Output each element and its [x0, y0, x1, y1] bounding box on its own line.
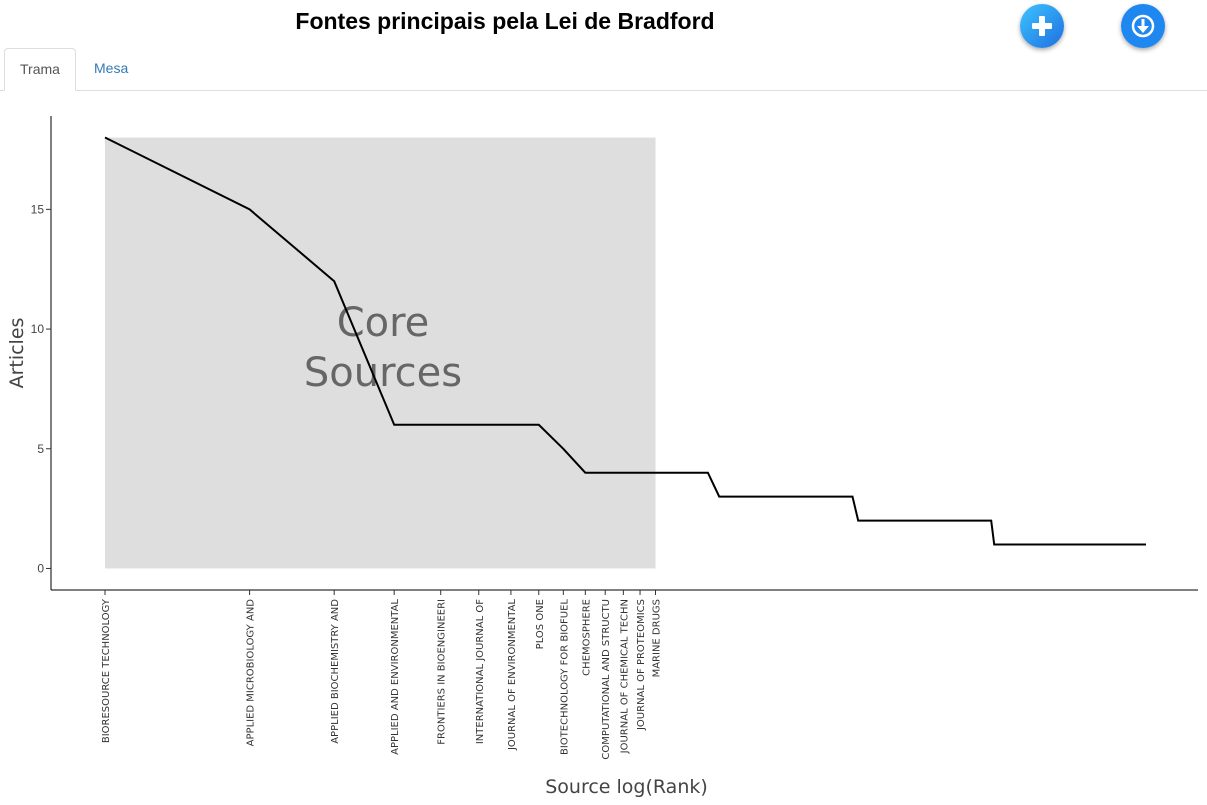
x-axis-title: Source log(Rank) — [545, 776, 708, 798]
x-tick-label: APPLIED MICROBIOLOGY AND — [246, 599, 257, 747]
core-sources-label: Sources — [304, 350, 462, 396]
download-button[interactable] — [1121, 4, 1165, 48]
y-axis-title: Articles — [6, 318, 28, 389]
plus-icon — [1032, 16, 1052, 36]
x-tick-label: JOURNAL OF PROTEOMICS — [636, 599, 647, 731]
y-tick-label: 10 — [31, 322, 45, 336]
x-tick-label: MARINE DRUGS — [652, 599, 663, 677]
x-tick-label: FRONTIERS IN BIOENGINEERI — [437, 599, 448, 745]
x-tick-label: APPLIED BIOCHEMISTRY AND — [330, 599, 341, 744]
core-sources-zone — [105, 137, 656, 569]
y-tick-label: 15 — [31, 202, 45, 216]
y-tick-label: 0 — [37, 561, 44, 575]
x-tick-label: BIORESOURCE TECHNOLOGY — [101, 598, 112, 743]
add-button[interactable] — [1020, 4, 1064, 48]
download-icon — [1131, 14, 1155, 38]
x-tick-label: COMPUTATIONAL AND STRUCTU — [601, 599, 612, 760]
x-tick-label: BIOTECHNOLOGY FOR BIOFUEL — [559, 599, 570, 755]
tab-mesa[interactable]: Mesa — [94, 60, 129, 76]
page-title: Fontes principais pela Lei de Bradford — [295, 8, 715, 34]
x-tick-label: JOURNAL OF ENVIRONMENTAL — [507, 599, 518, 751]
x-tick-label: PLOS ONE — [535, 599, 546, 649]
x-tick-label: APPLIED AND ENVIRONMENTAL — [390, 599, 401, 755]
x-tick-label: JOURNAL OF CHEMICAL TECHN — [619, 599, 630, 754]
tab-trama[interactable]: Trama — [4, 48, 76, 91]
x-tick-label: CHEMOSPHERE — [581, 599, 592, 676]
x-tick-label: INTERNATIONAL JOURNAL OF — [475, 599, 486, 744]
y-tick-label: 5 — [37, 442, 44, 456]
tab-bar: Trama Mesa — [0, 48, 1207, 91]
